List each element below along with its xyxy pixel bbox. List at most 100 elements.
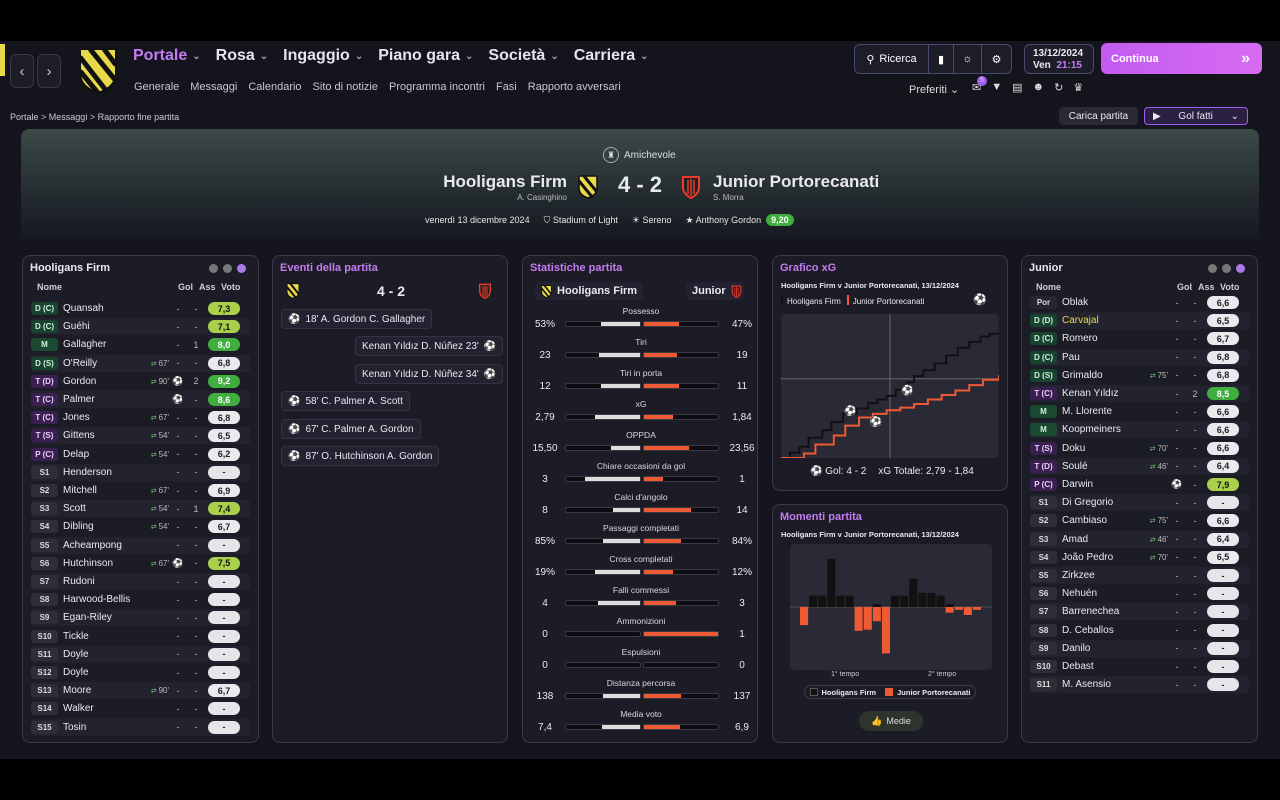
- goal-event[interactable]: Kenan Yıldız D. Núñez 34' ⚽: [355, 364, 504, 384]
- submenu-fasi[interactable]: Fasi: [495, 81, 517, 93]
- continue-button[interactable]: Continua»: [1101, 43, 1262, 74]
- player-row[interactable]: S11 Doyle - - -: [31, 645, 250, 663]
- player-name[interactable]: Danilo: [1062, 642, 1091, 654]
- player-row[interactable]: S8 D. Ceballos - - -: [1030, 622, 1249, 639]
- player-name[interactable]: Kenan Yıldız: [1062, 388, 1119, 399]
- player-name[interactable]: Debast: [1062, 661, 1094, 672]
- player-name[interactable]: Harwood-Bellis: [63, 594, 131, 606]
- player-row[interactable]: P (C) Delap ⇄ 54' - -6,2: [31, 446, 250, 463]
- player-name[interactable]: Walker: [63, 703, 94, 715]
- player-name[interactable]: Rudoni: [63, 576, 95, 587]
- player-name[interactable]: Zirkzee: [1062, 570, 1095, 581]
- player-name[interactable]: Oblak: [1062, 297, 1089, 308]
- player-row[interactable]: S14 Walker - - -: [31, 700, 250, 717]
- player-name[interactable]: Palmer: [63, 394, 95, 405]
- player-name[interactable]: Mitchell: [63, 485, 97, 496]
- player-name[interactable]: Acheampong: [63, 539, 122, 551]
- menu-carriera[interactable]: Carriera ⌄: [573, 47, 649, 64]
- goal-event[interactable]: ⚽ 58' C. Palmer A. Scott: [281, 391, 410, 411]
- player-row[interactable]: D (C) Guéhi - -7,1: [31, 318, 250, 336]
- player-row[interactable]: S9 Egan-Riley - - -: [31, 609, 250, 627]
- player-name[interactable]: Carvajal: [1062, 315, 1099, 327]
- player-row[interactable]: D (S) Grimaldo ⇄ 75' - -6,8: [1030, 367, 1249, 384]
- player-row[interactable]: T (S) Gittens ⇄ 54' - -6,5: [31, 427, 250, 445]
- dot-active[interactable]: [1236, 264, 1245, 273]
- player-name[interactable]: Gallagher: [63, 339, 107, 351]
- player-row[interactable]: T (C) Jones ⇄ 67' - -6,8: [31, 409, 250, 426]
- player-name[interactable]: Hutchinson: [63, 557, 114, 569]
- goal-event[interactable]: ⚽ 87' O. Hutchinson A. Gordon: [281, 446, 440, 466]
- player-name[interactable]: M. Llorente: [1062, 406, 1113, 418]
- submenu-calendario[interactable]: Calendario: [248, 81, 302, 93]
- dot[interactable]: [1208, 264, 1217, 273]
- player-name[interactable]: Guéhi: [63, 321, 90, 333]
- player-row[interactable]: P (C) Darwin ⚽ -7,9: [1030, 476, 1249, 493]
- man-of-the-match[interactable]: ★ Anthony Gordon: [685, 214, 762, 225]
- refresh-icon[interactable]: ↻: [1054, 82, 1064, 94]
- col-nome[interactable]: Nome: [37, 282, 63, 292]
- player-name[interactable]: Henderson: [63, 466, 112, 478]
- col-ass[interactable]: Ass: [1198, 282, 1215, 292]
- submenu-programma[interactable]: Programma incontri: [388, 81, 485, 93]
- player-row[interactable]: S12 Doyle - - -: [31, 664, 250, 681]
- player-name[interactable]: Doyle: [63, 667, 89, 678]
- player-row[interactable]: S6 Hutchinson ⇄ 67' ⚽ -7,5: [31, 555, 250, 572]
- player-name[interactable]: Doku: [1062, 442, 1086, 454]
- player-name[interactable]: Tosin: [63, 721, 87, 733]
- player-name[interactable]: Egan-Riley: [63, 612, 112, 624]
- page-dots[interactable]: [209, 264, 246, 273]
- player-row[interactable]: T (C) Kenan Yıldız - 2 8,5: [1030, 385, 1249, 402]
- people-icon[interactable]: ☻: [1032, 81, 1045, 93]
- xg-chart[interactable]: ⚽⚽⚽⚽⚽: [781, 314, 999, 458]
- breadcrumb-portale[interactable]: Portale: [10, 112, 39, 122]
- player-name[interactable]: Gordon: [63, 375, 97, 387]
- clipboard-icon[interactable]: ▤: [1012, 82, 1023, 94]
- player-name[interactable]: Romero: [1062, 333, 1098, 345]
- player-name[interactable]: Nehuén: [1062, 588, 1098, 600]
- player-name[interactable]: Darwin: [1062, 479, 1094, 490]
- dot[interactable]: [1222, 264, 1231, 273]
- bookmark-button[interactable]: ▮: [929, 45, 954, 73]
- player-name[interactable]: Grimaldo: [1062, 369, 1103, 381]
- player-row[interactable]: S1 Di Gregorio - - -: [1030, 494, 1249, 512]
- search-button[interactable]: ⚲ Ricerca: [855, 45, 929, 73]
- player-row[interactable]: T (D) Soulé ⇄ 46' - -6,4: [1030, 457, 1249, 475]
- player-name[interactable]: Di Gregorio: [1062, 497, 1114, 509]
- player-name[interactable]: Cambiaso: [1062, 515, 1108, 527]
- player-row[interactable]: S2 Cambiaso ⇄ 75' - -6,6: [1030, 512, 1249, 529]
- player-row[interactable]: S11 M. Asensio - - -: [1030, 676, 1249, 694]
- player-row[interactable]: S7 Rudoni - - -: [31, 573, 250, 590]
- player-row[interactable]: Por Oblak - -6,6: [1030, 294, 1249, 311]
- player-name[interactable]: Barrenechea: [1062, 606, 1120, 618]
- menu-ingaggio[interactable]: Ingaggio ⌄: [283, 47, 364, 64]
- player-name[interactable]: Doyle: [63, 648, 89, 660]
- player-name[interactable]: Pau: [1062, 351, 1080, 363]
- player-row[interactable]: S10 Debast - - -: [1030, 658, 1249, 675]
- player-row[interactable]: S15 Tosin - - -: [31, 718, 250, 736]
- goal-event[interactable]: ⚽ 67' C. Palmer A. Gordon: [281, 419, 421, 439]
- player-row[interactable]: S4 João Pedro ⇄ 70' - -6,5: [1030, 549, 1249, 566]
- player-row[interactable]: T (C) Palmer ⚽ -8,6: [31, 391, 250, 408]
- player-row[interactable]: S10 Tickle - - -: [31, 628, 250, 645]
- player-row[interactable]: M M. Llorente - -6,6: [1030, 403, 1249, 420]
- col-gol[interactable]: Gol: [178, 282, 193, 292]
- date-box[interactable]: 13/12/2024 Ven 21:15: [1024, 44, 1094, 74]
- momentum-chart[interactable]: [790, 544, 992, 670]
- player-row[interactable]: M Koopmeiners - -6,6: [1030, 421, 1249, 439]
- player-row[interactable]: T (S) Doku ⇄ 70' - -6,6: [1030, 440, 1249, 457]
- menu-societa[interactable]: Società ⌄: [488, 47, 559, 64]
- player-row[interactable]: S8 Harwood-Bellis - - -: [31, 591, 250, 608]
- player-name[interactable]: D. Ceballos: [1062, 624, 1114, 636]
- player-name[interactable]: Delap: [63, 448, 90, 460]
- col-voto[interactable]: Voto: [221, 282, 241, 292]
- col-gol[interactable]: Gol: [1177, 282, 1192, 292]
- submenu-sito-notizie[interactable]: Sito di notizie: [312, 81, 378, 93]
- submenu-rapporto[interactable]: Rapporto avversari: [527, 81, 621, 93]
- player-row[interactable]: S2 Mitchell ⇄ 67' - -6,9: [31, 482, 250, 499]
- player-row[interactable]: D (S) O'Reilly ⇄ 67' - -6,8: [31, 354, 250, 372]
- breadcrumb-messaggi[interactable]: Messaggi: [48, 112, 88, 122]
- menu-piano-gara[interactable]: Piano gara ⌄: [378, 47, 474, 64]
- load-match-button[interactable]: Carica partita: [1059, 107, 1138, 125]
- player-row[interactable]: T (D) Gordon ⇄ 90' ⚽ 2 9,2: [31, 373, 250, 390]
- club-crest-icon[interactable]: [78, 47, 118, 95]
